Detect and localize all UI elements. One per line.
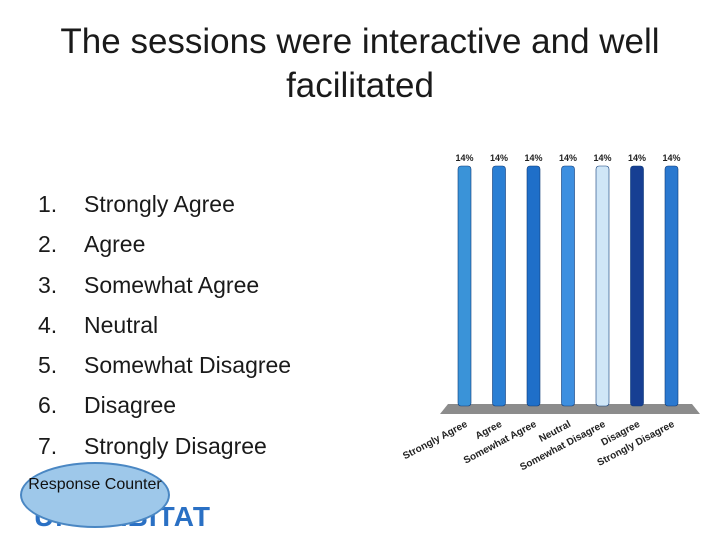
option-label: Somewhat Agree: [84, 271, 260, 298]
bar-value-label: 14%: [524, 153, 542, 163]
bar-value-label: 14%: [490, 153, 508, 163]
answer-option: 2. Agree: [38, 224, 291, 264]
bar-1: [457, 165, 472, 407]
slide-title-line-1: The sessions were interactive and well: [60, 22, 660, 61]
answer-option: 3. Somewhat Agree: [38, 265, 291, 305]
bar-value-label: 14%: [455, 153, 473, 163]
option-label: Agree: [84, 231, 146, 258]
slide-title-line-2: facilitated: [286, 66, 434, 105]
answer-option: 1. Strongly Agree: [38, 184, 291, 224]
answer-options-list: 1. Strongly Agree 2. Agree 3. Somewhat Agre…: [38, 184, 291, 466]
bar-7: [664, 165, 679, 407]
option-label: Disagree: [84, 392, 177, 419]
option-number: 4.: [38, 311, 58, 338]
bar-value-label: 14%: [628, 153, 646, 163]
option-number: 2.: [38, 231, 58, 258]
bar-5: [595, 165, 610, 407]
answer-option: 5. Somewhat Disagree: [38, 345, 291, 385]
response-counter[interactable]: Response Counter: [20, 462, 170, 528]
bar-3: [526, 165, 541, 407]
option-number: 1.: [38, 191, 58, 217]
slide-title: The sessions were interactive and well f…: [20, 20, 700, 108]
category-label: Strongly Agree: [401, 419, 470, 462]
chart-floor: [440, 404, 700, 414]
option-label: Strongly Disagree: [84, 432, 267, 459]
option-number: 5.: [38, 352, 58, 379]
option-number: 7.: [38, 432, 58, 459]
option-label: Somewhat Disagree: [84, 352, 292, 379]
bar-value-label: 14%: [593, 153, 611, 163]
bar-value-label: 14%: [559, 153, 577, 163]
option-number: 6.: [38, 392, 58, 419]
option-label: Strongly Agree: [84, 191, 235, 217]
option-label: Neutral: [84, 311, 159, 338]
answer-option: 4. Neutral: [38, 305, 291, 345]
bar-4: [561, 165, 575, 407]
answer-option: 7. Strongly Disagree: [38, 426, 291, 466]
bar-2: [492, 165, 506, 407]
answer-option: 6. Disagree: [38, 385, 291, 425]
option-number: 3.: [38, 271, 58, 298]
bar-value-label: 14%: [662, 153, 680, 163]
bar-6: [630, 165, 644, 407]
